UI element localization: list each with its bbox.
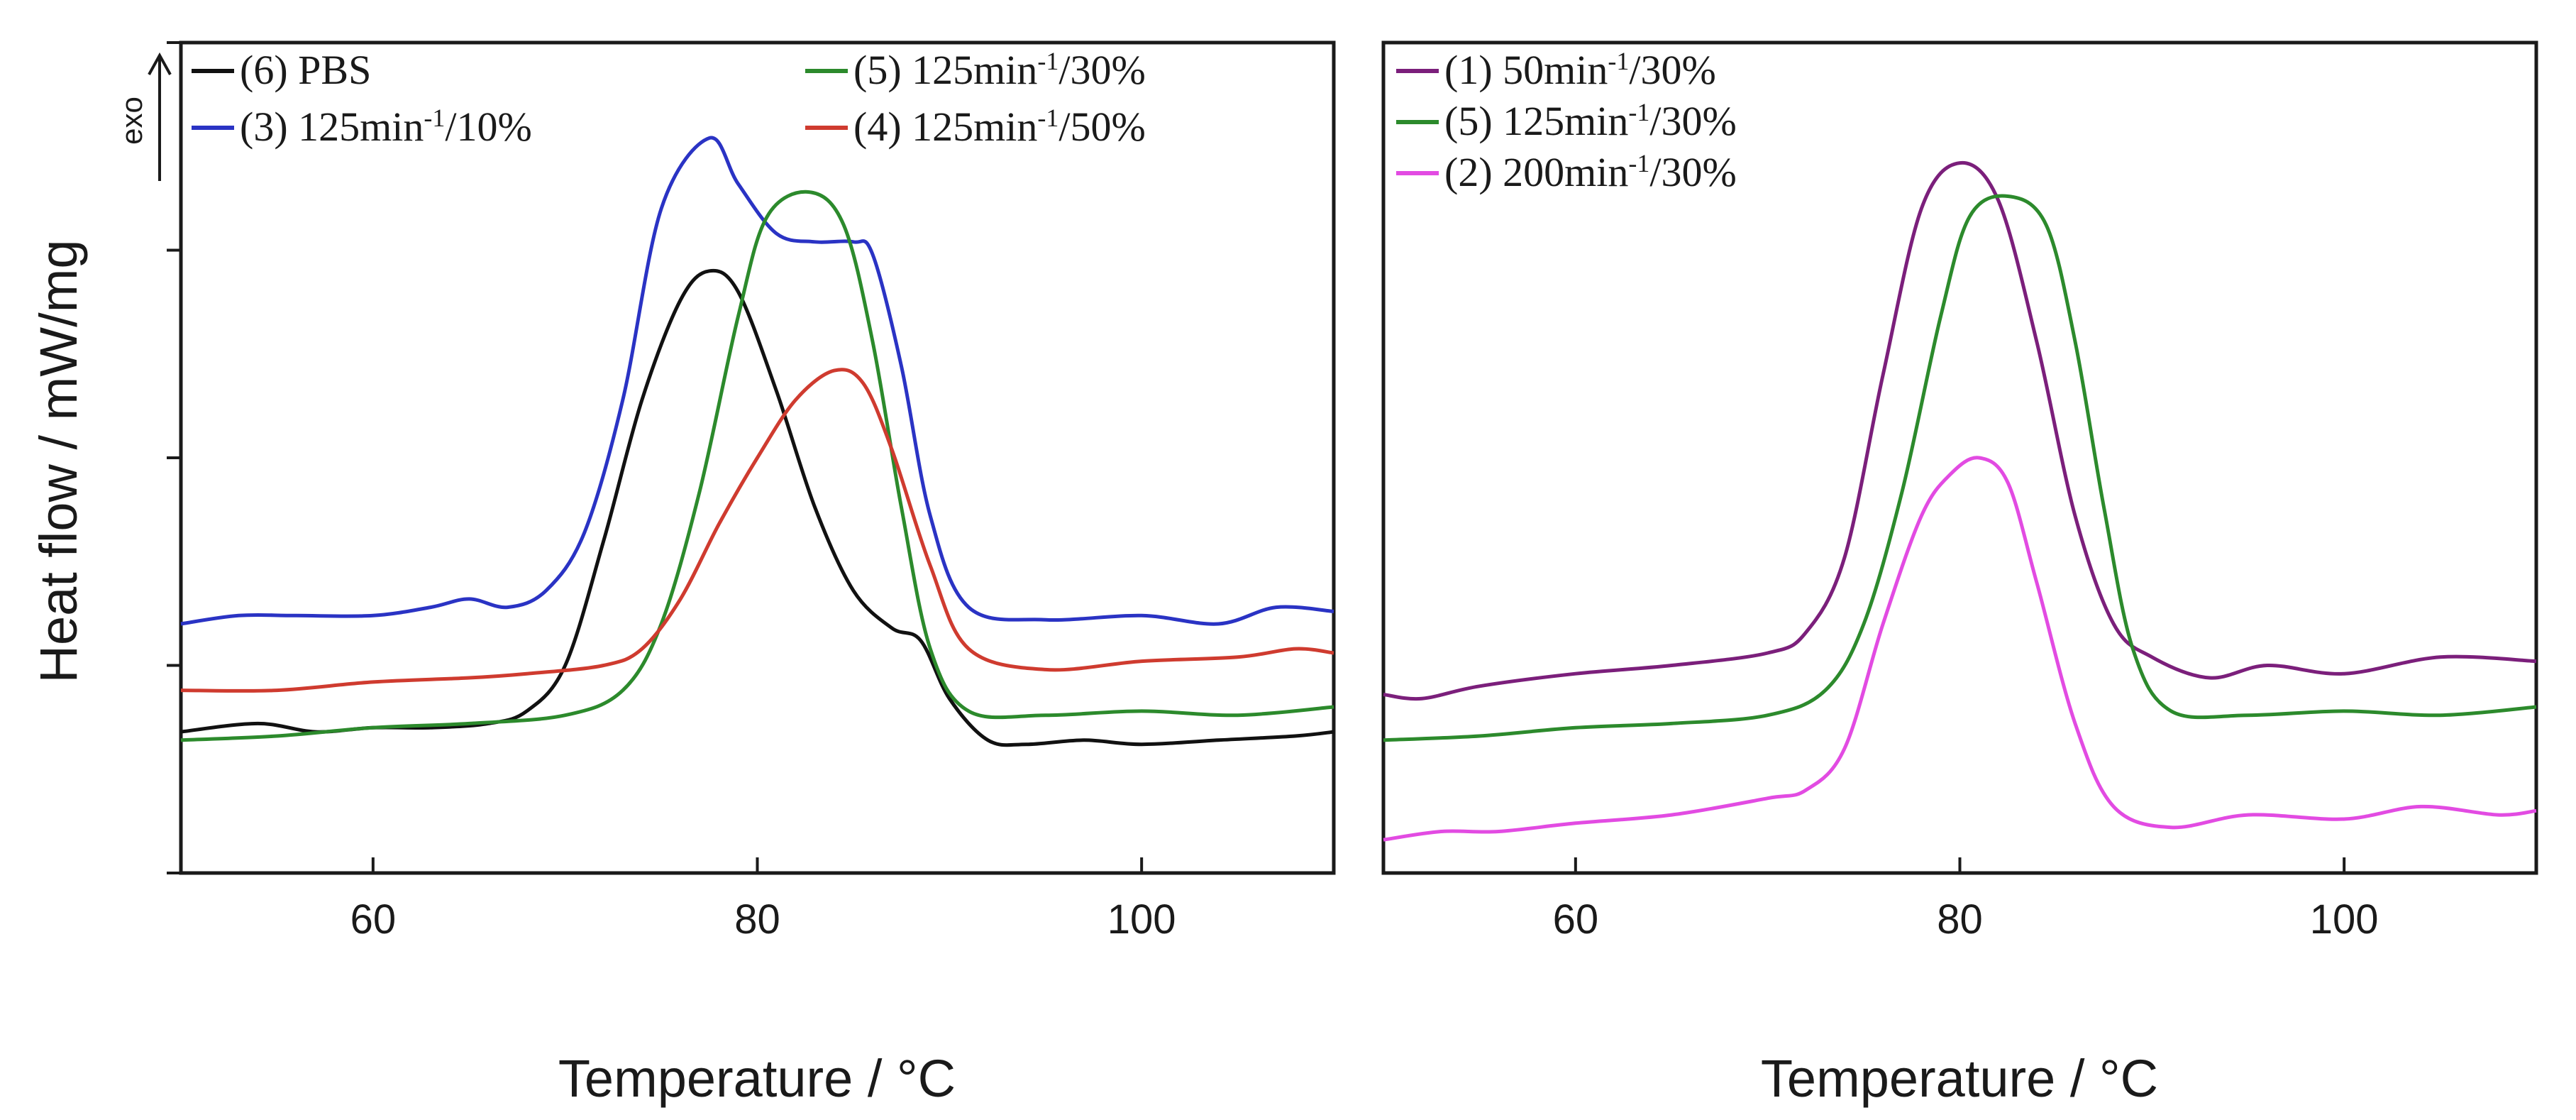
y-axis-title: Heat flow / mW/mg xyxy=(29,240,88,683)
legend-prefix: (2) 200 xyxy=(1444,149,1564,195)
right-legend: (1) 50min-1/30%(5) 125min-1/30%(2) 200mi… xyxy=(1396,47,1737,195)
legend-superscript: -1 xyxy=(1628,149,1649,177)
legend-prefix: (1) 50 xyxy=(1444,47,1544,93)
legend-superscript: -1 xyxy=(1628,98,1649,126)
legend-superscript: -1 xyxy=(1608,47,1629,75)
exo-label: exo xyxy=(115,97,148,145)
series-line-s1 xyxy=(1383,160,2537,701)
legend-label: (3) 125min-1/10% xyxy=(240,104,532,150)
legend-suffix: /30% xyxy=(1629,47,1715,93)
legend-prefix: (5) 125 xyxy=(853,47,973,93)
legend-label: (4) 125min-1/50% xyxy=(853,104,1146,150)
legend-suffix: /10% xyxy=(445,104,531,150)
exo-arrow-head xyxy=(148,52,172,75)
legend-prefix: (6) PBS xyxy=(240,47,371,93)
x-tick-label: 60 xyxy=(350,896,397,943)
legend-superscript: -1 xyxy=(1037,47,1058,75)
panel-left: 60 80 100 (6) PBS(3) 125min-1/10%(5) 125mi… xyxy=(167,40,1336,1108)
legend-superscript: -1 xyxy=(1037,104,1058,132)
left-x-axis-title: Temperature / °C xyxy=(558,1049,956,1108)
right-x-axis-title: Temperature / °C xyxy=(1761,1049,2158,1108)
series-line-s3 xyxy=(180,136,1334,626)
legend-prefix: (5) 125 xyxy=(1444,98,1564,144)
x-tick-label: 80 xyxy=(734,896,780,943)
legend-entry-s5r: (5) 125min-1/30% xyxy=(1396,98,1737,144)
series-line-s5r xyxy=(1383,194,2537,742)
legend-suffix: /30% xyxy=(1649,149,1736,195)
legend-unit: min xyxy=(1564,98,1628,144)
legend-suffix: /30% xyxy=(1649,98,1736,144)
legend-label: (5) 125min-1/30% xyxy=(853,47,1146,93)
legend-unit: min xyxy=(1544,47,1608,93)
series-line-s5 xyxy=(180,190,1334,742)
left-legend: (6) PBS(3) 125min-1/10%(5) 125min-1/30%(… xyxy=(192,47,1146,150)
legend-entry-s5: (5) 125min-1/30% xyxy=(805,47,1146,93)
legend-label: (1) 50min-1/30% xyxy=(1444,47,1716,93)
legend-suffix: /50% xyxy=(1058,104,1145,150)
legend-entry-s6: (6) PBS xyxy=(192,47,371,93)
series-line-s4 xyxy=(180,368,1334,693)
legend-entry-s4: (4) 125min-1/50% xyxy=(805,104,1146,150)
legend-unit: min xyxy=(973,104,1037,150)
exo-indicator: exo xyxy=(115,52,172,181)
x-tick-label: 80 xyxy=(1937,896,1983,943)
legend-entry-s1: (1) 50min-1/30% xyxy=(1396,47,1716,93)
x-tick-label: 60 xyxy=(1553,896,1599,943)
panel-right: 60 80 100 (1) 50min-1/30%(5) 125min-1/30%(… xyxy=(1381,40,2538,1108)
legend-label: (2) 200min-1/30% xyxy=(1444,149,1737,195)
legend-entry-s3: (3) 125min-1/10% xyxy=(192,104,532,150)
left-curves xyxy=(180,136,1334,747)
legend-label: (6) PBS xyxy=(240,47,371,93)
legend-unit: min xyxy=(1564,149,1628,195)
x-tick-label: 100 xyxy=(1107,896,1176,943)
legend-unit: min xyxy=(360,104,424,150)
legend-unit: min xyxy=(973,47,1037,93)
legend-prefix: (4) 125 xyxy=(853,104,973,150)
legend-prefix: (3) 125 xyxy=(240,104,360,150)
series-line-s2 xyxy=(1383,456,2537,842)
legend-entry-s2: (2) 200min-1/30% xyxy=(1396,149,1737,195)
legend-label: (5) 125min-1/30% xyxy=(1444,98,1737,144)
legend-superscript: -1 xyxy=(424,104,445,132)
series-line-s6 xyxy=(180,268,1334,747)
left-ticks: 60 80 100 xyxy=(167,41,1176,943)
x-tick-label: 100 xyxy=(2310,896,2379,943)
legend-suffix: /30% xyxy=(1058,47,1145,93)
right-curves xyxy=(1383,160,2537,842)
right-ticks: 60 80 100 xyxy=(1553,857,2379,943)
